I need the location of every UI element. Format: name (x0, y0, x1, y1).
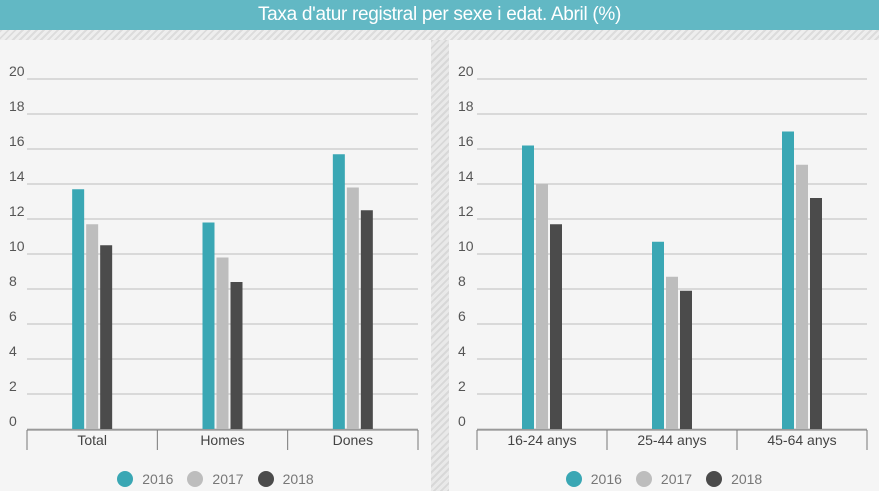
legend-swatch-2017 (635, 471, 652, 487)
y-tick-label: 0 (9, 413, 17, 429)
legend-swatch-2016 (117, 471, 134, 487)
legend-age: 2016 2017 2018 (449, 468, 879, 490)
chart-panel-age: 0 2 4 6 8 10 12 14 16 18 20 16-24 anys 25-44 anys 45-… (449, 40, 879, 491)
bar-2018 (100, 245, 113, 429)
bar-2018 (810, 198, 822, 429)
x-category-label: 25-44 anys (637, 432, 706, 448)
bar-2016 (652, 241, 664, 429)
legend-swatch-2017 (187, 471, 204, 487)
legend-item-2018: 2018 (706, 471, 762, 487)
bar-2017 (346, 187, 359, 429)
y-tick-label: 8 (9, 273, 17, 289)
y-tick-label: 18 (458, 98, 474, 114)
bar-2017 (536, 184, 548, 429)
legend-item-2017: 2017 (187, 471, 244, 487)
y-tick-label: 10 (458, 238, 474, 254)
chart-title: Taxa d'atur registral per sexe i edat. A… (0, 0, 879, 30)
y-tick-label: 8 (458, 273, 466, 289)
y-tick-label: 20 (458, 63, 474, 79)
y-tick-label: 16 (458, 133, 474, 149)
legend-label-2016: 2016 (142, 471, 174, 487)
legend-label-2018: 2018 (282, 471, 314, 487)
bar-2017 (666, 276, 678, 429)
y-tick-label: 4 (9, 343, 17, 359)
y-tick-label: 0 (458, 413, 466, 429)
panel-divider (431, 40, 449, 491)
y-tick-label: 18 (9, 98, 25, 114)
bar-2017 (796, 164, 808, 429)
chart-svg-age: 0 2 4 6 8 10 12 14 16 18 20 16-24 anys 25-44 anys 45-… (458, 63, 868, 450)
x-category-label: Total (77, 432, 107, 448)
legend-item-2017: 2017 (635, 471, 693, 487)
legend-item-2018: 2018 (257, 471, 314, 487)
bar-2017 (86, 224, 99, 429)
y-tick-label: 14 (9, 168, 25, 184)
bar-2016 (782, 131, 794, 429)
legend-swatch-2018 (706, 471, 723, 487)
y-tick-label: 20 (9, 63, 25, 79)
y-tick-label: 14 (458, 168, 474, 184)
y-tick-label: 2 (458, 378, 466, 394)
chart-panel-sex: 0 2 4 6 8 10 12 14 16 18 20 Total Homes Dones 2016 20… (0, 40, 431, 491)
y-tick-label: 12 (458, 203, 474, 219)
legend-label-2016: 2016 (590, 471, 622, 487)
bar-2018 (680, 290, 692, 429)
bar-2016 (522, 145, 534, 429)
chart-svg-sex: 0 2 4 6 8 10 12 14 16 18 20 Total Homes Dones (9, 63, 419, 450)
bar-2018 (360, 210, 373, 429)
title-hatch-strip (0, 30, 879, 40)
y-tick-label: 6 (9, 308, 17, 324)
legend-label-2017: 2017 (212, 471, 244, 487)
bar-2018 (230, 282, 243, 429)
y-tick-label: 2 (9, 378, 17, 394)
x-category-label: Dones (333, 432, 373, 448)
legend-item-2016: 2016 (117, 471, 173, 487)
bar-2016 (332, 154, 345, 429)
y-tick-label: 10 (9, 238, 25, 254)
y-tick-label: 16 (9, 133, 25, 149)
x-category-label: 16-24 anys (507, 432, 576, 448)
legend-sex: 2016 2017 2018 (0, 468, 431, 490)
x-category-label: 45-64 anys (767, 432, 836, 448)
y-tick-label: 4 (458, 343, 466, 359)
bar-2017 (216, 257, 229, 429)
legend-swatch-2016 (565, 471, 582, 487)
bar-2018 (550, 224, 562, 429)
bar-2016 (72, 189, 85, 429)
bar-2016 (202, 222, 215, 429)
legend-label-2017: 2017 (660, 471, 693, 487)
y-tick-label: 6 (458, 308, 466, 324)
y-tick-label: 12 (9, 203, 25, 219)
legend-swatch-2018 (257, 471, 274, 487)
x-category-label: Homes (200, 432, 244, 448)
legend-label-2018: 2018 (731, 471, 763, 487)
legend-item-2016: 2016 (565, 471, 622, 487)
